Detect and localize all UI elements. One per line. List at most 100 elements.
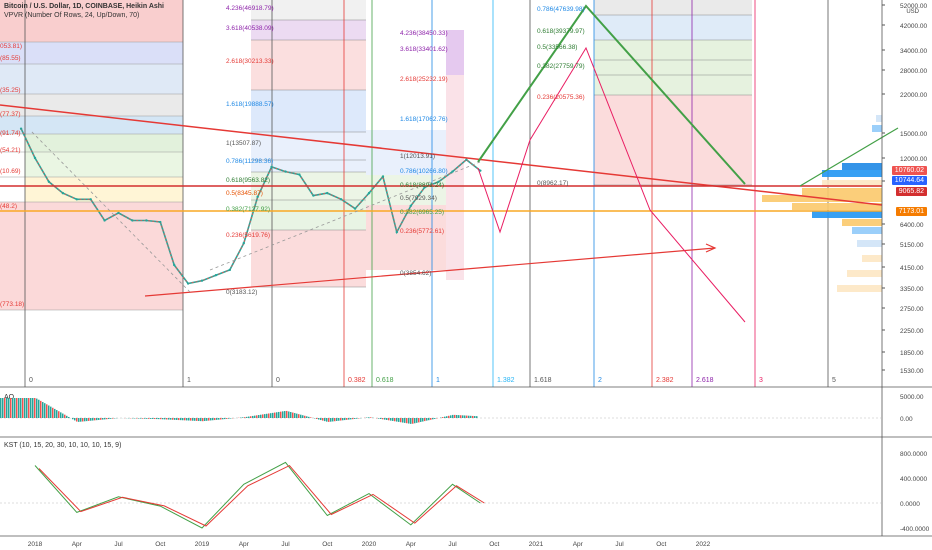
ao-bar: [154, 418, 156, 420]
ao-bar: [416, 418, 418, 423]
price-point: [159, 220, 162, 224]
ao-bar: [308, 416, 310, 418]
ao-bar: [246, 416, 248, 418]
ao-bar: [186, 418, 188, 421]
ao-bar: [150, 418, 152, 419]
ao-bar: [18, 398, 20, 418]
time-tick-label: Jul: [114, 541, 123, 548]
price-tick-label: 5150.00: [900, 242, 924, 249]
fib-level-label: 0.618(39379.97): [537, 28, 585, 35]
ao-bar: [112, 418, 114, 419]
ao-bar: [94, 418, 96, 421]
ao-bar: [324, 418, 326, 422]
price-point: [61, 191, 65, 195]
ao-bar: [382, 418, 384, 420]
dashed-projection: [29, 129, 191, 293]
ao-bar: [400, 418, 402, 423]
ao-bar: [354, 418, 356, 419]
ao-bar: [460, 415, 462, 418]
time-tick-label: Oct: [656, 541, 666, 548]
ao-bar: [224, 418, 226, 420]
ao-bar: [10, 398, 12, 418]
kst-tick-label: 400.0000: [900, 476, 927, 483]
ao-bar: [196, 418, 198, 421]
fib-zone: [0, 116, 183, 134]
ao-bar: [300, 414, 302, 418]
indicator-label[interactable]: VPVR (Number Of Rows, 24, Up/Down, 70): [4, 12, 140, 19]
ao-bar: [320, 418, 322, 421]
ao-bar: [182, 418, 184, 421]
ao-bar: [408, 418, 410, 424]
ao-bar: [140, 418, 142, 419]
kst-tick-label: 0.0000: [900, 501, 920, 508]
fib-level-label: 0.236(5772.61): [400, 228, 444, 235]
fib-level-label: (35.25): [0, 87, 21, 94]
price-point: [228, 268, 232, 272]
ao-bar: [16, 398, 18, 418]
ao-bar: [286, 410, 288, 418]
price-point: [298, 173, 301, 176]
ao-bar: [380, 418, 382, 419]
fib-level-label: 0.786(10266.80): [400, 168, 448, 175]
ao-bar: [192, 418, 194, 421]
ao-bar: [290, 412, 292, 418]
ao-bar: [340, 418, 342, 421]
arrowhead: [705, 243, 717, 253]
ao-bar: [418, 418, 420, 423]
price-tick-label: 15000.00: [900, 131, 927, 138]
time-tick-label: Apr: [406, 541, 417, 548]
fib-level-label: 0.236(5619.76): [226, 232, 270, 239]
ao-bar: [420, 418, 422, 422]
ao-bar: [156, 418, 158, 420]
price-badge: 10760.02: [891, 166, 927, 175]
ao-bar: [100, 418, 102, 420]
fib-level-label: 0.618(9563.82): [226, 177, 270, 184]
ao-bar: [468, 415, 470, 418]
ao-bar: [160, 418, 162, 420]
ao-bar: [242, 417, 244, 418]
ao-bar: [276, 412, 278, 418]
fib-level-label: 4.236(38450.33): [400, 30, 448, 37]
ao-bar: [346, 418, 348, 420]
price-point: [75, 198, 78, 201]
ao-bar: [318, 418, 320, 420]
ao-bar: [30, 398, 32, 418]
fib-level-label: (54.21): [0, 147, 21, 154]
fib-zone: [0, 64, 183, 94]
ao-bar: [306, 416, 308, 418]
ao-bar: [230, 418, 232, 419]
fib-zone: [25, 177, 183, 202]
ao-bar: [228, 418, 230, 419]
price-point: [409, 204, 412, 208]
fib-level-label: (773.18): [0, 301, 24, 308]
ao-bar: [258, 415, 260, 418]
kst-line: [34, 461, 481, 529]
fib-zone: [0, 0, 183, 42]
ao-bar: [164, 418, 166, 420]
projection-pink: [477, 46, 746, 323]
fib-zone: [25, 134, 183, 152]
vpvr-bar: [842, 219, 882, 226]
time-tick-label: Apr: [573, 541, 584, 548]
price-point: [437, 180, 440, 184]
kst-tick-label: -400.0000: [900, 526, 930, 533]
price-point: [465, 158, 468, 161]
ao-bar: [398, 418, 400, 422]
price-tick-label: 34000.00: [900, 48, 927, 55]
ao-bar: [6, 398, 8, 418]
ao-bar: [370, 417, 372, 418]
ao-bar: [266, 413, 268, 418]
ao-bar: [166, 418, 168, 420]
ao-bar: [174, 418, 176, 420]
fib-level-label: (48.2): [0, 203, 17, 210]
ao-bar: [406, 418, 408, 424]
fib-zone: [0, 94, 183, 116]
fib-level-label: 0.236(20575.36): [537, 94, 585, 101]
ao-bar: [310, 417, 312, 418]
ao-bar: [428, 418, 430, 421]
ao-bar: [476, 416, 478, 418]
ao-bar: [78, 418, 80, 422]
ao-bar: [208, 418, 210, 421]
ao-bar: [2, 398, 4, 418]
ao-bar: [218, 418, 220, 420]
